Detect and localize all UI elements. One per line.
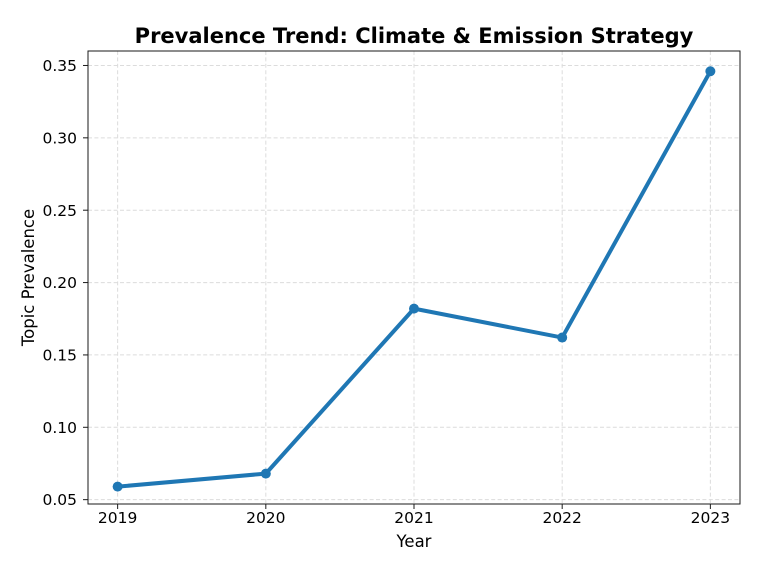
y-tick-label: 0.35 bbox=[42, 57, 77, 75]
y-tick-labels: 0.05 0.10 0.15 0.20 0.25 0.30 0.35 bbox=[42, 57, 77, 509]
x-tick-label: 2023 bbox=[691, 509, 730, 527]
data-point-marker bbox=[409, 303, 419, 314]
x-tick-label: 2021 bbox=[394, 509, 433, 527]
y-tick-label: 0.05 bbox=[42, 491, 77, 509]
data-point-marker bbox=[557, 332, 568, 343]
y-axis-label: Topic Prevalence bbox=[19, 209, 38, 347]
x-axis-label: Year bbox=[396, 532, 432, 551]
y-tick-label: 0.30 bbox=[42, 129, 77, 147]
data-point-marker bbox=[260, 468, 271, 479]
y-tick-label: 0.15 bbox=[42, 347, 77, 365]
x-tick-label: 2020 bbox=[246, 509, 285, 527]
axis-ticks bbox=[83, 64, 711, 509]
gridlines bbox=[88, 51, 740, 504]
data-series bbox=[112, 66, 716, 492]
y-tick-label: 0.25 bbox=[42, 202, 77, 220]
data-point-marker bbox=[705, 66, 716, 77]
chart-title: Prevalence Trend: Climate & Emission Str… bbox=[135, 24, 694, 48]
y-tick-label: 0.20 bbox=[42, 274, 77, 292]
x-tick-labels: 2019 2020 2021 2022 2023 bbox=[98, 509, 730, 527]
x-tick-label: 2019 bbox=[98, 509, 137, 527]
data-point-marker bbox=[112, 481, 123, 492]
x-tick-label: 2022 bbox=[542, 509, 581, 527]
y-tick-label: 0.10 bbox=[42, 419, 77, 437]
plot-border bbox=[87, 50, 741, 505]
